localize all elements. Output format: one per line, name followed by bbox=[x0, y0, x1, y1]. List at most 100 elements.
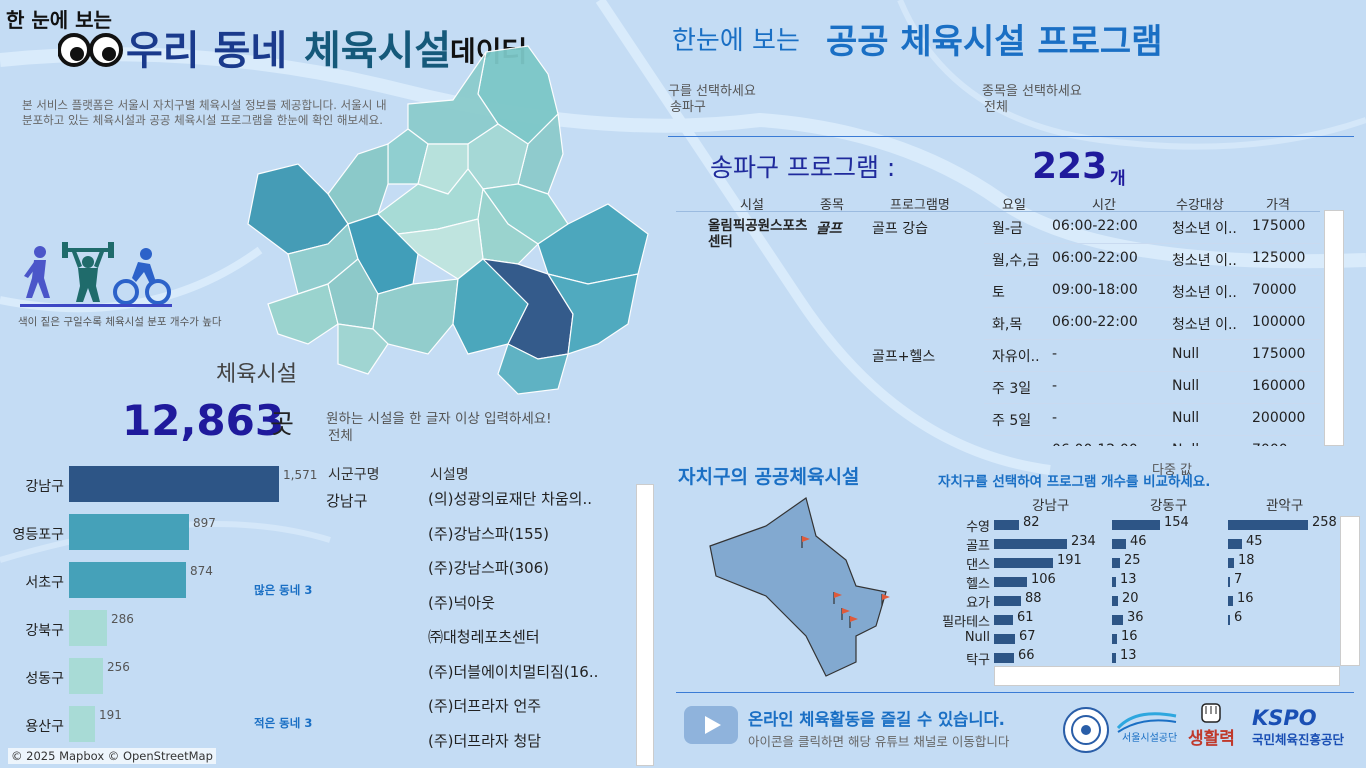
program-table-scrollbar[interactable] bbox=[1324, 210, 1344, 446]
compare-value: 20 bbox=[1122, 591, 1139, 606]
compare-value: 13 bbox=[1120, 572, 1137, 587]
cell-sport: 골프 bbox=[816, 221, 842, 237]
bar-value: 1,571 bbox=[283, 468, 318, 482]
compare-bar[interactable] bbox=[1112, 634, 1117, 644]
compare-bar[interactable] bbox=[1112, 653, 1116, 663]
search-input[interactable]: 전체 bbox=[328, 428, 353, 444]
compare-value: 36 bbox=[1127, 610, 1144, 625]
seoul-facilities-logo[interactable] bbox=[1116, 708, 1178, 738]
compare-bar[interactable] bbox=[1112, 539, 1126, 549]
compare-bar[interactable] bbox=[1112, 615, 1123, 625]
district-bar[interactable] bbox=[69, 658, 103, 694]
facility-count-value: 12,863 bbox=[122, 396, 285, 445]
compare-bar[interactable] bbox=[994, 577, 1027, 587]
col-price: 가격 bbox=[1266, 198, 1290, 213]
district-bar[interactable] bbox=[69, 466, 279, 502]
row-divider bbox=[984, 307, 1320, 308]
sport-select[interactable]: 전체 bbox=[984, 100, 1008, 115]
row-divider bbox=[984, 371, 1320, 372]
compare-bar[interactable] bbox=[1112, 596, 1118, 606]
program-count-label: 송파구 프로그램 : bbox=[710, 153, 896, 182]
cell-target: Null bbox=[1172, 346, 1200, 362]
seoul-district-map[interactable] bbox=[228, 44, 660, 402]
compare-bar[interactable] bbox=[1228, 615, 1230, 625]
list-item[interactable]: (주)더블에이치멀티짐(16.. bbox=[428, 662, 599, 681]
district-guro[interactable] bbox=[267, 283, 339, 345]
compare-value: 191 bbox=[1057, 553, 1082, 568]
list-header-name: 시설명 bbox=[430, 467, 469, 483]
compare-bar[interactable] bbox=[1228, 520, 1308, 530]
program-title-prefix: 한눈에 보는 bbox=[672, 26, 800, 56]
district-geumcheon[interactable] bbox=[337, 323, 389, 375]
compare-bar[interactable] bbox=[1112, 558, 1120, 568]
district-gangnam-south[interactable] bbox=[497, 343, 569, 395]
cell-day: 월,수,금 bbox=[992, 253, 1040, 269]
cell-program: 골프+헬스 bbox=[872, 349, 936, 365]
compare-bar[interactable] bbox=[994, 596, 1021, 606]
bar-label: 영등포구 bbox=[12, 527, 64, 543]
col-time: 시간 bbox=[1092, 198, 1116, 213]
district-bar[interactable] bbox=[69, 562, 186, 598]
district-bar[interactable] bbox=[69, 706, 95, 742]
district-songpa[interactable] bbox=[546, 273, 639, 355]
district-bar[interactable] bbox=[69, 610, 107, 646]
compare-category-label: 댄스 bbox=[966, 558, 990, 573]
list-item[interactable]: (주)더프라자 언주 bbox=[428, 697, 542, 715]
table-header-line bbox=[676, 211, 1320, 212]
bar-value: 897 bbox=[193, 516, 216, 530]
compare-bar[interactable] bbox=[1228, 539, 1242, 549]
kspo-name: 국민체육진흥공단 bbox=[1252, 732, 1345, 747]
compare-value: 66 bbox=[1018, 648, 1035, 663]
small-title: 한 눈에 보는 bbox=[6, 8, 112, 32]
cell-time: 09:00-18:00 bbox=[1052, 282, 1138, 298]
compare-bar[interactable] bbox=[994, 539, 1067, 549]
compare-value: 82 bbox=[1023, 515, 1040, 530]
cell-price: 70000 bbox=[1252, 282, 1297, 298]
compare-value: 25 bbox=[1124, 553, 1141, 568]
district-bar[interactable] bbox=[69, 514, 189, 550]
kspo-logo[interactable]: KSPO bbox=[1252, 706, 1317, 730]
compare-scrollbar-h[interactable] bbox=[994, 666, 1340, 686]
col-sport: 종목 bbox=[820, 198, 844, 213]
cell-price: 175000 bbox=[1252, 346, 1306, 362]
youtube-icon[interactable] bbox=[684, 706, 738, 748]
divider-bottom bbox=[676, 692, 1354, 693]
list-item[interactable]: (주)강남스파(306) bbox=[428, 559, 550, 577]
cell-price: 175000 bbox=[1252, 218, 1306, 234]
compare-category-label: Null bbox=[964, 630, 990, 645]
compare-column-header: 강남구 bbox=[1032, 498, 1070, 514]
cell-price: 100000 bbox=[1252, 314, 1306, 330]
district-select[interactable]: 송파구 bbox=[670, 100, 706, 115]
compare-bar[interactable] bbox=[994, 653, 1014, 663]
selected-district-map[interactable] bbox=[706, 496, 892, 686]
list-item[interactable]: (주)더프라자 청담 bbox=[428, 731, 542, 750]
facility-list-scrollbar[interactable] bbox=[636, 484, 654, 766]
youtube-subtitle: 아이콘을 클릭하면 해당 유튜브 채널로 이동합니다 bbox=[748, 734, 1010, 749]
compare-bar[interactable] bbox=[1228, 558, 1234, 568]
cell-price: 7000 bbox=[1252, 442, 1288, 446]
korea-sports-council-logo[interactable] bbox=[1062, 706, 1110, 758]
cell-day: 주 5일 bbox=[992, 413, 1032, 429]
compare-scrollbar-v[interactable] bbox=[1340, 516, 1360, 666]
public-facility-title: 자치구의 공공체육시설 bbox=[678, 466, 860, 488]
compare-bar[interactable] bbox=[1228, 577, 1230, 587]
compare-bar[interactable] bbox=[994, 634, 1015, 644]
program-compare-chart: 강남구 강동구 관악구 수영 82 154 258 골프 234 46 45 댄스 191 25 18 헬스 1… bbox=[900, 490, 1340, 666]
list-item[interactable]: (주)강남스파(155) bbox=[428, 524, 550, 543]
compare-bar[interactable] bbox=[994, 520, 1019, 530]
col-day: 요일 bbox=[1002, 198, 1026, 213]
compare-bar[interactable] bbox=[1228, 596, 1233, 606]
cell-price: 160000 bbox=[1252, 378, 1306, 394]
compare-bar[interactable] bbox=[1112, 577, 1116, 587]
list-item[interactable]: (주)넉아웃 bbox=[428, 593, 495, 612]
compare-bar[interactable] bbox=[1112, 520, 1160, 530]
cell-day: 화,목 bbox=[992, 317, 1023, 333]
compare-bar[interactable] bbox=[994, 615, 1013, 625]
list-item[interactable]: (의)성광의료재단 차움의.. bbox=[428, 490, 593, 508]
compare-value: 18 bbox=[1238, 553, 1255, 568]
compare-title: 자치구를 선택하여 프로그램 개수를 비교하세요. bbox=[938, 474, 1211, 490]
list-item[interactable]: ㈜대청레포츠센터 bbox=[428, 628, 540, 646]
compare-value: 258 bbox=[1312, 515, 1337, 530]
compare-bar[interactable] bbox=[994, 558, 1053, 568]
life-logo[interactable]: 생활력 bbox=[1188, 729, 1235, 749]
